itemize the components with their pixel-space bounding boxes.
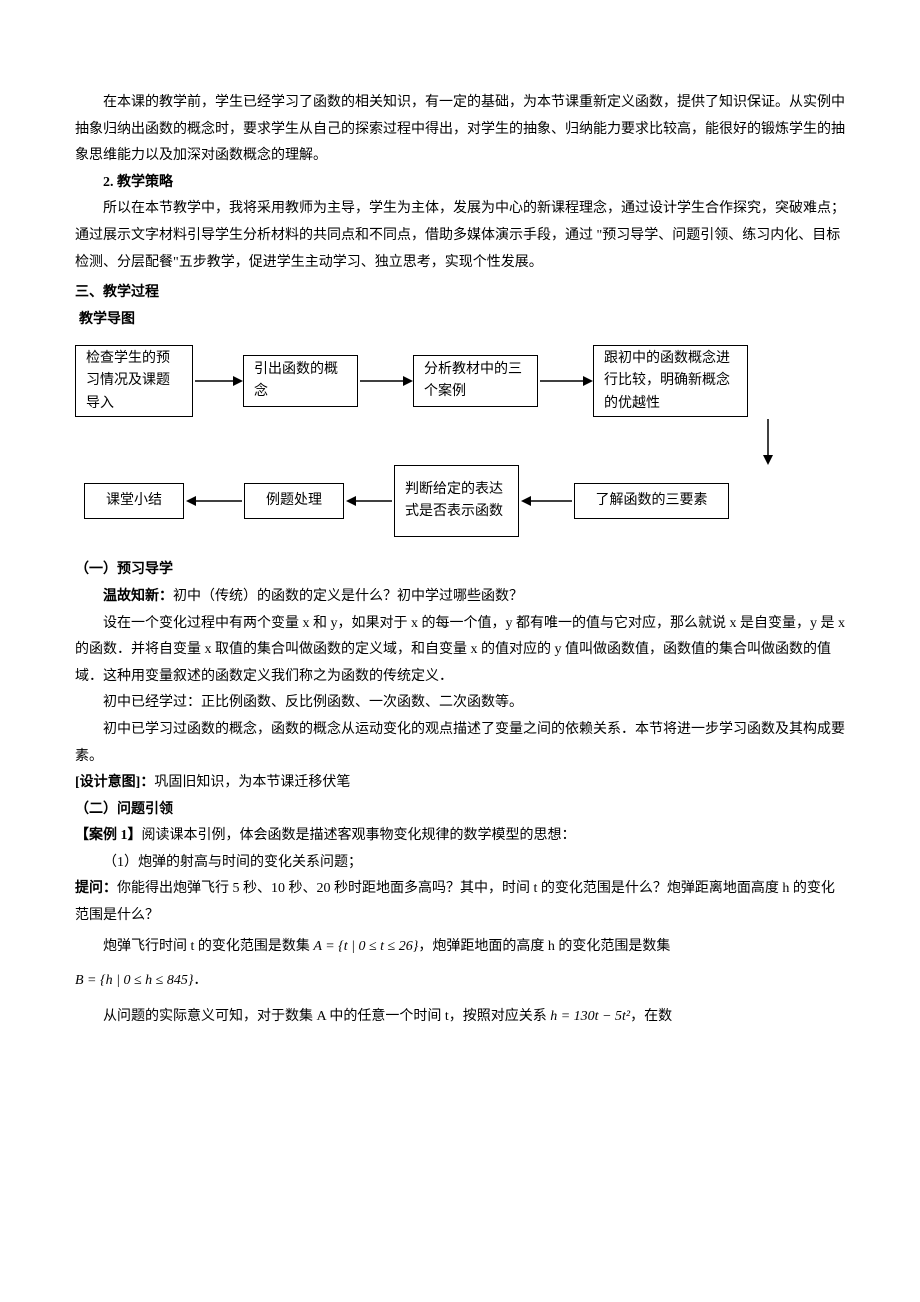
question-label: 提问： bbox=[75, 881, 117, 896]
flowchart-row-1: 检查学生的预习情况及课题导入 引出函数的概念 分析教材中的三个案例 跟初中的函数… bbox=[75, 345, 845, 417]
conclusion-post: ，在数 bbox=[630, 1009, 672, 1024]
case-1-line: 【案例 1】阅读课本引例，体会函数是描述客观事物变化规律的数学模型的思想： bbox=[75, 823, 845, 850]
section-2-title: （二）问题引领 bbox=[75, 797, 845, 824]
case-1-item: （1）炮弹的射高与时间的变化关系问题； bbox=[75, 850, 845, 877]
flow-box-7: 判断给定的表达式是否表示函数 bbox=[394, 465, 519, 537]
formula-b-line: B = {h | 0 ≤ h ≤ 845}． bbox=[75, 963, 845, 999]
wengu-text: 初中（传统）的函数的定义是什么？初中学过哪些函数？ bbox=[173, 589, 523, 604]
arrow-right-icon bbox=[538, 374, 593, 388]
question-line: 提问：你能得出炮弹飞行 5 秒、10 秒、20 秒时距地面多高吗？其中，时间 t… bbox=[75, 876, 845, 929]
flow-box-3: 分析教材中的三个案例 bbox=[413, 355, 538, 407]
strategy-heading: 2. 教学策略 bbox=[75, 170, 845, 197]
question-text: 你能得出炮弹飞行 5 秒、10 秒、20 秒时距地面多高吗？其中，时间 t 的变… bbox=[75, 881, 835, 923]
flow-box-5: 课堂小结 bbox=[84, 483, 184, 519]
arrow-down-icon bbox=[761, 417, 775, 465]
formula-set-a: A = {t | 0 ≤ t ≤ 26} bbox=[313, 939, 418, 954]
flow-box-4: 跟初中的函数概念进行比较，明确新概念的优越性 bbox=[593, 345, 748, 417]
flow-box-1: 检查学生的预习情况及课题导入 bbox=[75, 345, 193, 417]
arrow-right-icon bbox=[193, 374, 243, 388]
paragraph-definition: 设在一个变化过程中有两个变量 x 和 y，如果对于 x 的每一个值，y 都有唯一… bbox=[75, 611, 845, 691]
case-1-label: 【案例 1】 bbox=[75, 828, 142, 843]
paragraph-concept: 初中已学习过函数的概念，函数的概念从运动变化的观点描述了变量之间的依赖关系．本节… bbox=[75, 717, 845, 770]
flow-box-6: 例题处理 bbox=[244, 483, 344, 519]
formula-line: 炮弹飞行时间 t 的变化范围是数集 A = {t | 0 ≤ t ≤ 26}，炮… bbox=[75, 930, 845, 964]
wengu-line: 温故知新：初中（传统）的函数的定义是什么？初中学过哪些函数？ bbox=[75, 584, 845, 611]
formula-mid: ，炮弹距地面的高度 h 的变化范围是数集 bbox=[418, 939, 670, 954]
conclusion-pre: 从问题的实际意义可知，对于数集 A 中的任意一个时间 t，按照对应关系 bbox=[103, 1009, 547, 1024]
arrow-left-icon bbox=[519, 494, 574, 508]
arrow-left-icon bbox=[184, 494, 244, 508]
arrow-down-container bbox=[75, 417, 845, 465]
strategy-paragraph: 所以在本节教学中，我将采用教师为主导，学生为主体，发展为中心的新课程理念，通过设… bbox=[75, 196, 845, 276]
formula-end: ． bbox=[193, 973, 207, 988]
teaching-flowchart: 检查学生的预习情况及课题导入 引出函数的概念 分析教材中的三个案例 跟初中的函数… bbox=[75, 345, 845, 537]
design-intent: [设计意图]：巩固旧知识，为本节课迁移伏笔 bbox=[75, 770, 845, 797]
design-intent-label: [设计意图]： bbox=[75, 775, 154, 790]
conclusion-line: 从问题的实际意义可知，对于数集 A 中的任意一个时间 t，按照对应关系 h = … bbox=[75, 1000, 845, 1034]
case-1-text: 阅读课本引例，体会函数是描述客观事物变化规律的数学模型的思想： bbox=[142, 828, 576, 843]
wengu-label: 温故知新： bbox=[103, 589, 173, 604]
design-intent-text: 巩固旧知识，为本节课迁移伏笔 bbox=[154, 775, 350, 790]
arrow-right-icon bbox=[358, 374, 413, 388]
formula-set-b: B = {h | 0 ≤ h ≤ 845} bbox=[75, 973, 193, 988]
formula-pre: 炮弹飞行时间 t 的变化范围是数集 bbox=[103, 939, 310, 954]
arrow-left-icon bbox=[344, 494, 394, 508]
flowchart-row-2: 课堂小结 例题处理 判断给定的表达式是否表示函数 了解函数的三要素 bbox=[75, 465, 845, 537]
formula-h: h = 130t − 5t² bbox=[550, 1009, 630, 1024]
section-1-title: （一）预习导学 bbox=[75, 557, 845, 584]
intro-paragraph: 在本课的教学前，学生已经学习了函数的相关知识，有一定的基础，为本节课重新定义函数… bbox=[75, 90, 845, 170]
process-title: 三、教学过程 bbox=[75, 280, 845, 307]
flow-box-8: 了解函数的三要素 bbox=[574, 483, 729, 519]
diagram-label: 教学导图 bbox=[79, 307, 845, 334]
flow-box-2: 引出函数的概念 bbox=[243, 355, 358, 407]
paragraph-learned: 初中已经学过：正比例函数、反比例函数、一次函数、二次函数等。 bbox=[75, 690, 845, 717]
